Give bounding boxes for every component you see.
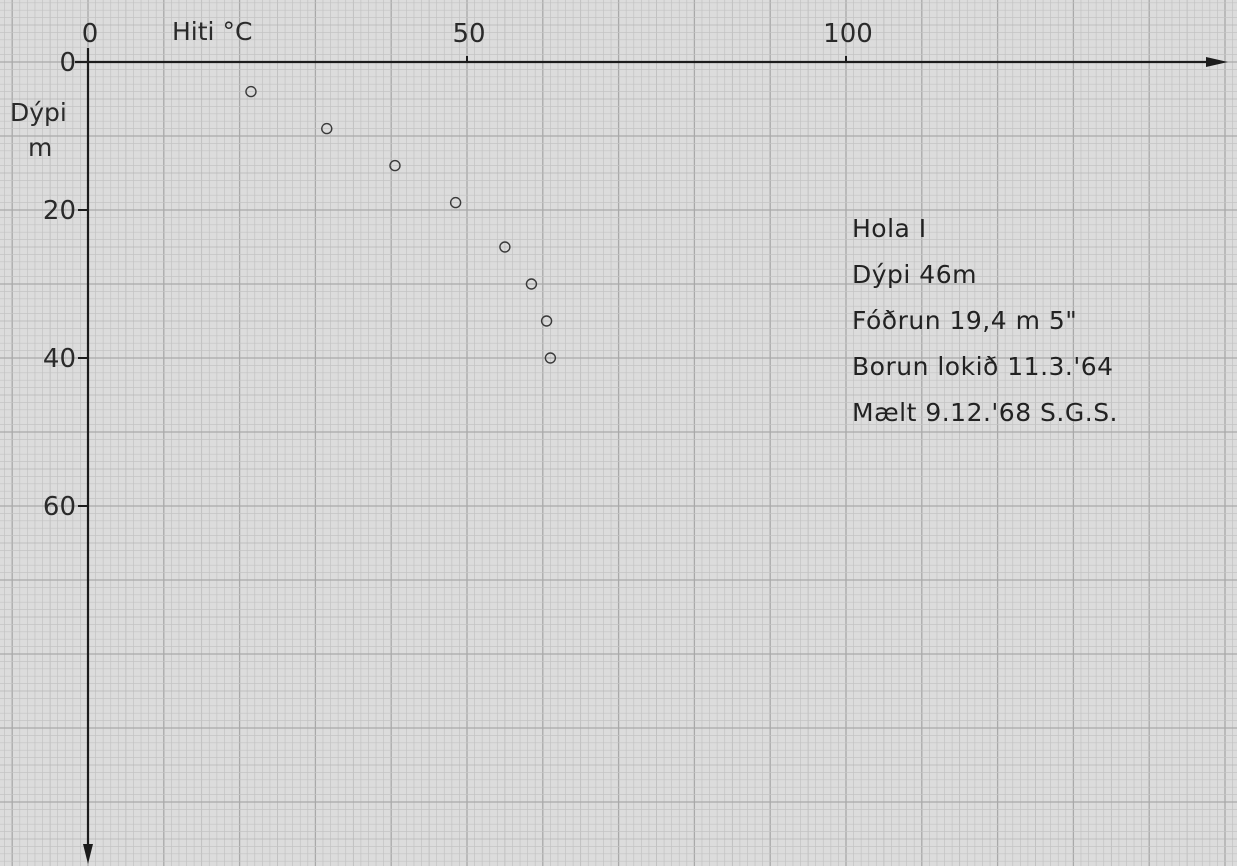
data-point	[449, 196, 462, 209]
x-tick-label: 100	[823, 19, 873, 49]
x-axis-title: Hiti °C	[172, 17, 252, 46]
y-axis-title: Dýpi	[10, 98, 67, 127]
y-axis-unit: m	[28, 133, 52, 162]
y-axis-arrow	[83, 844, 93, 864]
y-tick-label: 60	[43, 492, 76, 522]
annotation-line: Borun lokið 11.3.'64	[852, 352, 1114, 381]
data-point	[321, 122, 333, 135]
data-point	[245, 85, 257, 98]
data-points	[245, 85, 557, 364]
x-axis-arrow	[1206, 57, 1228, 67]
y-axis-ticks: 0 20 40 60	[43, 48, 88, 522]
data-point	[389, 159, 401, 172]
data-point	[544, 352, 557, 364]
annotation-line: Hola I	[852, 214, 927, 243]
x-axis-ticks: 0 50 100	[82, 19, 873, 62]
y-tick-label: 0	[59, 48, 76, 78]
annotation-line: Fóðrun 19,4 m 5"	[852, 306, 1077, 335]
x-tick-label: 50	[452, 19, 485, 49]
x-tick-label: 0	[82, 19, 99, 49]
data-point	[525, 278, 538, 290]
data-point	[499, 241, 511, 253]
y-tick-label: 20	[43, 196, 76, 226]
annotation-block: Hola I Dýpi 46m Fóðrun 19,4 m 5" Borun l…	[852, 214, 1118, 427]
annotation-line: Mælt 9.12.'68 S.G.S.	[852, 398, 1118, 427]
annotation-line: Dýpi 46m	[852, 260, 977, 289]
y-tick-label: 40	[43, 344, 76, 374]
data-point	[540, 315, 553, 327]
